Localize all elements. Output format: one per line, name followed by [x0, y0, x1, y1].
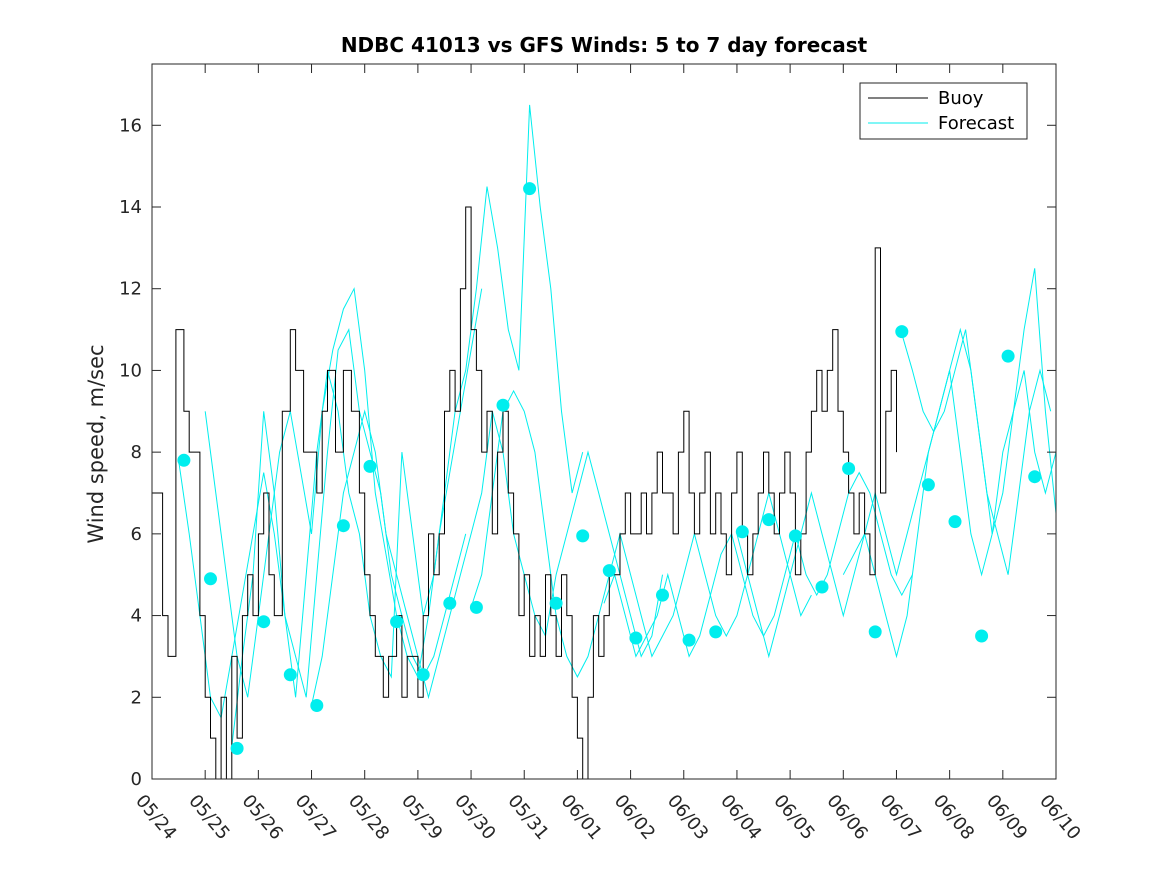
forecast-marker: [257, 615, 271, 629]
forecast-marker: [443, 596, 457, 610]
forecast-markers: [177, 182, 1042, 755]
plot-frame: [151, 63, 1057, 780]
forecast-series: [178, 104, 1056, 747]
forecast-marker: [629, 631, 643, 645]
forecast-marker: [602, 564, 616, 578]
forecast-marker: [416, 668, 430, 682]
forecast-marker: [177, 453, 191, 467]
y-tick-label: 8: [131, 442, 142, 463]
y-tick-label: 12: [119, 279, 142, 300]
y-axis: 0 2 4 6 8 10 12 14 16: [119, 115, 1056, 790]
y-tick-label: 16: [119, 115, 142, 136]
forecast-marker: [523, 182, 537, 196]
forecast-marker: [975, 629, 989, 643]
forecast-run-line: [842, 268, 1056, 659]
chart-title: NDBC 41013 vs GFS Winds: 5 to 7 day fore…: [341, 33, 868, 57]
forecast-run-line: [470, 389, 812, 678]
forecast-marker: [682, 633, 696, 647]
forecast-marker: [868, 625, 882, 639]
forecast-marker: [576, 529, 590, 543]
forecast-marker: [656, 588, 669, 602]
forecast-marker: [921, 478, 935, 492]
forecast-marker: [842, 462, 856, 475]
forecast-run-line: [603, 471, 913, 658]
y-tick-label: 14: [119, 197, 142, 218]
forecast-marker: [283, 668, 297, 682]
forecast-marker: [204, 572, 217, 586]
legend-box: [859, 82, 1028, 140]
y-tick-label: 10: [119, 360, 142, 381]
forecast-marker: [363, 459, 377, 473]
legend-forecast-label: Forecast: [938, 113, 1014, 134]
forecast-marker: [336, 519, 350, 533]
y-axis-label: Wind speed, m/sec: [84, 344, 108, 543]
forecast-run-line: [901, 329, 1052, 575]
forecast-marker: [762, 513, 776, 527]
forecast-marker: [735, 525, 749, 539]
forecast-marker: [948, 515, 962, 529]
forecast-marker: [230, 741, 244, 755]
forecast-marker: [496, 398, 510, 412]
forecast-marker: [549, 596, 563, 610]
forecast-marker: [895, 325, 909, 339]
forecast-marker: [709, 625, 723, 639]
buoy-series: [152, 206, 897, 779]
forecast-marker: [310, 699, 324, 712]
legend-buoy-label: Buoy: [938, 88, 984, 109]
forecast-marker: [390, 615, 404, 629]
forecast-marker: [469, 600, 483, 614]
forecast-marker: [815, 580, 829, 594]
forecast-run-line: [736, 370, 1056, 659]
buoy-line: [152, 206, 897, 779]
forecast-marker: [1028, 470, 1042, 484]
legend: Buoy Forecast: [859, 82, 1028, 140]
forecast-run-line: [231, 104, 584, 747]
forecast-marker: [1001, 349, 1015, 363]
forecast-marker: [788, 529, 802, 543]
y-tick-label: 6: [131, 524, 142, 545]
y-tick-label: 2: [131, 687, 142, 708]
y-tick-label: 0: [131, 769, 142, 790]
y-tick-label: 4: [131, 606, 142, 627]
